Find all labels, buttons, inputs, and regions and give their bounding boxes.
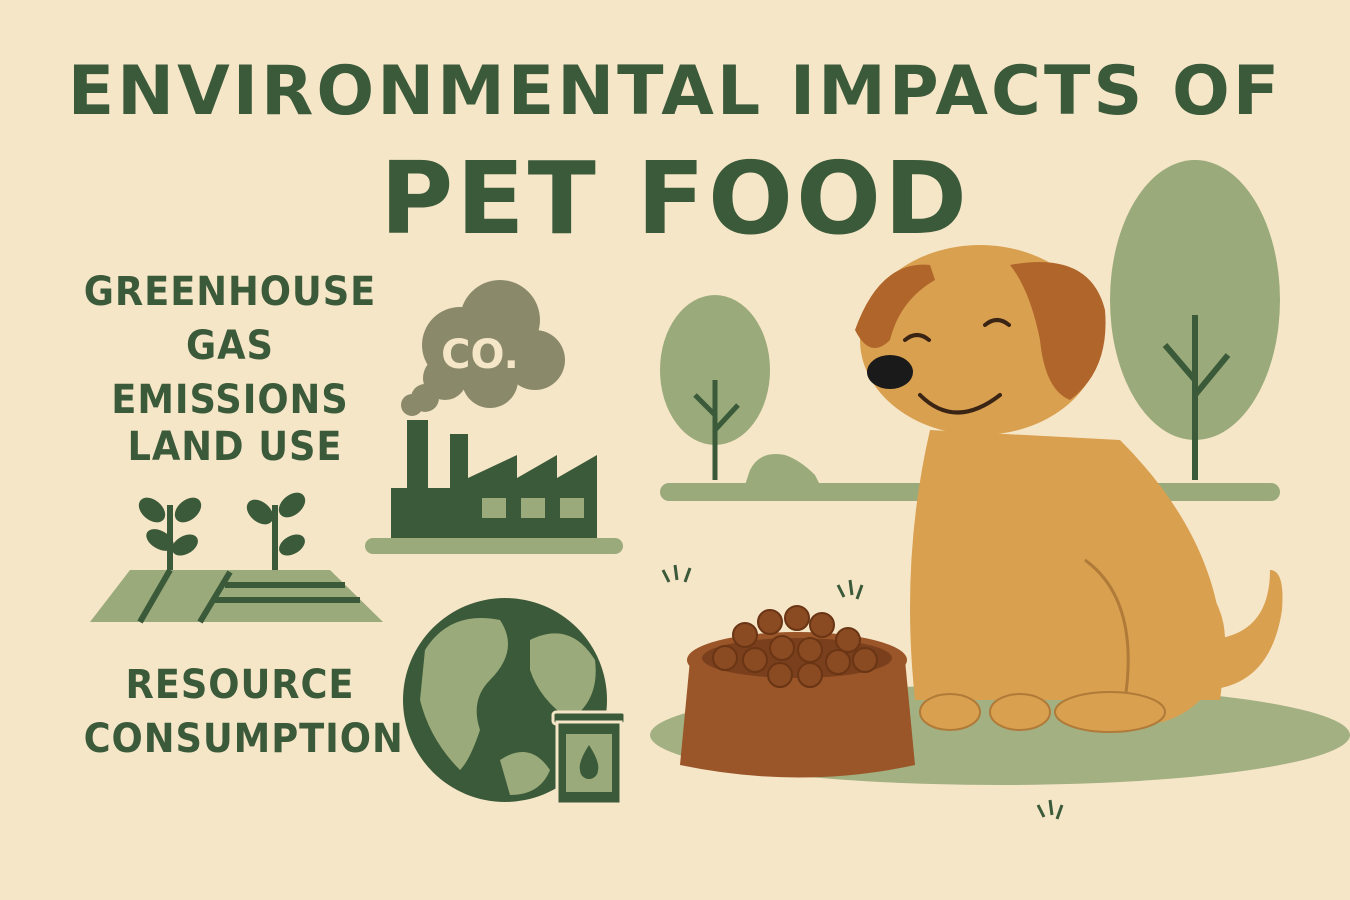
label-line: GREENHOUSE bbox=[83, 269, 377, 315]
title-line-2: PET FOOD bbox=[380, 140, 970, 257]
label-line: LAND USE bbox=[127, 424, 343, 470]
title-line-1: ENVIRONMENTAL IMPACTS OF bbox=[67, 52, 1283, 131]
label-greenhouse-gas: GREENHOUSE GAS EMISSIONS bbox=[74, 265, 387, 427]
co2-cloud-icon bbox=[401, 280, 565, 416]
label-resource-consumption: RESOURCE CONSUMPTION bbox=[83, 658, 404, 766]
oil-can-icon bbox=[551, 710, 627, 806]
co2-label: CO. bbox=[441, 332, 519, 378]
dog-illustration bbox=[855, 245, 1283, 733]
food-bowl-icon bbox=[680, 605, 915, 778]
park-background bbox=[650, 160, 1350, 820]
label-line: GAS EMISSIONS bbox=[111, 323, 349, 423]
label-line: CONSUMPTION bbox=[83, 716, 404, 762]
globe-icon bbox=[403, 598, 607, 802]
farmland-icon bbox=[90, 492, 383, 624]
label-line: RESOURCE bbox=[125, 662, 355, 708]
label-land-use: LAND USE bbox=[102, 420, 369, 474]
factory-icon bbox=[365, 420, 623, 554]
